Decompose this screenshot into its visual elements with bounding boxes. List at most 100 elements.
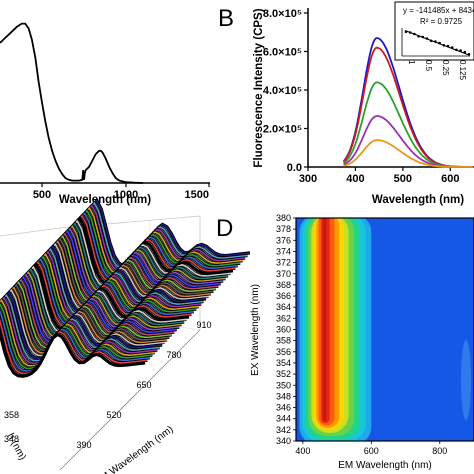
inset-x-tick-label: 1 xyxy=(407,60,416,65)
panel-a-series-line xyxy=(0,22,143,184)
panel-d-y-tick-label: 358 xyxy=(276,336,291,346)
panel-d-chart: D 34034234434634835035235435635836036236… xyxy=(216,213,474,471)
panel-c-slice-line xyxy=(0,286,168,355)
box-edge xyxy=(59,329,201,471)
panel-d-y-tick-label: 342 xyxy=(276,425,291,435)
panel-c-x-tick-label: 910 xyxy=(196,320,211,330)
inset-point xyxy=(421,35,425,39)
panel-c-x-tick-label: 390 xyxy=(76,440,91,450)
panel-a-x-tick-label: 1000 xyxy=(114,189,138,201)
inset-point xyxy=(425,37,429,40)
panel-c-slice-line xyxy=(59,214,236,283)
panel-b-x-tick-label: 600 xyxy=(441,173,459,185)
panel-b-x-tick-label: 500 xyxy=(394,173,412,185)
panel-d-x-tick-label: 800 xyxy=(432,446,447,456)
inset-point xyxy=(404,30,408,34)
panel-b-y-tick-label: 0.0 xyxy=(287,162,302,174)
panel-c-x-tick-label: 650 xyxy=(136,380,151,390)
panel-d-y-tick-label: 374 xyxy=(276,246,291,256)
panel-c-slice-line xyxy=(0,278,175,347)
panel-b-y-tick-label: 6.0×10⁵ xyxy=(263,47,302,59)
panel-c-slice-line xyxy=(37,237,214,306)
panel-c-slice-line xyxy=(3,273,180,342)
panel-c-slice-line xyxy=(64,209,241,278)
inset-point xyxy=(442,44,446,47)
panel-c-slice-line xyxy=(0,310,150,372)
panel-c-x-label: EM Wavelength (nm) xyxy=(93,424,175,474)
panel-d-y-tick-label: 380 xyxy=(276,213,291,223)
panel-c-slice-line xyxy=(30,245,207,314)
panel-c-slice-line xyxy=(0,276,177,344)
panel-c-slice-line xyxy=(40,235,216,303)
panel-c-slice-line xyxy=(42,232,219,301)
panel-c-slice-line xyxy=(0,330,146,378)
panel-d-y-tick-label: 344 xyxy=(276,414,291,424)
panel-c-slice-line xyxy=(0,283,170,352)
panel-b-y-label: Fluorescence Intensity (CPS) xyxy=(253,8,265,167)
inset-point xyxy=(434,40,437,43)
panel-d-y-tick-label: 356 xyxy=(276,347,291,357)
panel-c-slice-line xyxy=(0,302,153,370)
inset-point xyxy=(417,35,420,38)
panel-d-y-tick-label: 352 xyxy=(276,369,291,379)
panel-c-slice-line xyxy=(0,288,165,357)
panel-b-y-tick-label: 4.0×10⁵ xyxy=(263,85,302,97)
inset-x-tick-label: 0.5 xyxy=(424,60,433,72)
panel-d-y-label: EX Wavelength (nm) xyxy=(250,284,261,376)
panel-b-series-line xyxy=(342,46,474,168)
panel-c-slice-line xyxy=(66,206,243,275)
panel-c-slice-line xyxy=(15,260,192,329)
panel-c-slice-line xyxy=(0,281,172,349)
panel-d-y-tick-label: 360 xyxy=(276,325,291,335)
panel-b-y-tick-label: 2.0×10⁵ xyxy=(263,124,302,136)
inset-point xyxy=(408,31,412,34)
panel-a-x-tick-label: 1500 xyxy=(185,189,209,201)
inset-point xyxy=(438,41,441,45)
panel-c-slice-line xyxy=(35,240,211,308)
panel-c-slice-line xyxy=(20,255,197,324)
inset-frame xyxy=(394,1,474,61)
panel-d-y-tick-label: 362 xyxy=(276,313,291,323)
panel-c-slice-line xyxy=(74,199,251,268)
panel-c-x-tick-label: 520 xyxy=(106,410,121,420)
panel-c-slice-line xyxy=(0,293,160,362)
inset-point xyxy=(450,46,454,49)
panel-c-slice-line xyxy=(44,230,221,298)
panel-b-chart: B 300 400 500 600 0.0 2.0×10⁵ 4.0×10⁵ 6.0×10⁵ 8.… xyxy=(218,1,474,206)
inset-point xyxy=(459,49,462,52)
panel-letter-b: B xyxy=(218,5,234,32)
panel-d-x-tick-label: 600 xyxy=(364,446,379,456)
panel-a-chart: 500 1000 1500 Wavelength (nm) xyxy=(0,22,210,206)
inset-point xyxy=(455,48,458,52)
panel-c-slice-line xyxy=(54,219,231,288)
panel-b-x-tick-label: 400 xyxy=(346,173,364,185)
panel-d-y-tick-label: 354 xyxy=(276,358,291,368)
panel-d-x-tick-label: 400 xyxy=(295,446,310,456)
panel-c-slice-line xyxy=(10,265,187,334)
panel-d-y-tick-label: 370 xyxy=(276,269,291,279)
panel-b-x-tick-label: 300 xyxy=(299,173,317,185)
inset-point xyxy=(467,53,471,56)
panel-d-heatmap xyxy=(296,218,474,441)
panel-d-y-tick-label: 368 xyxy=(276,280,291,290)
panel-d-x-label: EM Wavelength (nm) xyxy=(338,460,432,471)
panel-d-y-tick-label: 348 xyxy=(276,391,291,401)
inset-point xyxy=(413,32,416,36)
inset-x-tick-label: 0.125 xyxy=(458,60,467,81)
panel-b-x-label: Wavelength (nm) xyxy=(372,194,464,206)
panel-c-slice-line xyxy=(57,217,233,285)
panel-c-slice-line xyxy=(32,242,209,311)
panel-c-slice-line xyxy=(71,201,248,270)
panel-a-x-label: Wavelength (nm) xyxy=(59,194,151,206)
panel-c-y-label: h (nm) xyxy=(5,431,28,462)
panel-c-slice-line xyxy=(0,296,158,365)
panel-c-slice-line xyxy=(8,268,185,337)
panel-c-slice-line xyxy=(62,212,238,280)
heatmap-secondary-band xyxy=(461,340,471,420)
panel-d-y-tick-label: 376 xyxy=(276,235,291,245)
panel-d-y-tick-label: 340 xyxy=(276,436,291,446)
inset-point xyxy=(446,44,450,48)
inset-point xyxy=(429,39,433,43)
panel-d-y-tick-label: 372 xyxy=(276,258,291,268)
